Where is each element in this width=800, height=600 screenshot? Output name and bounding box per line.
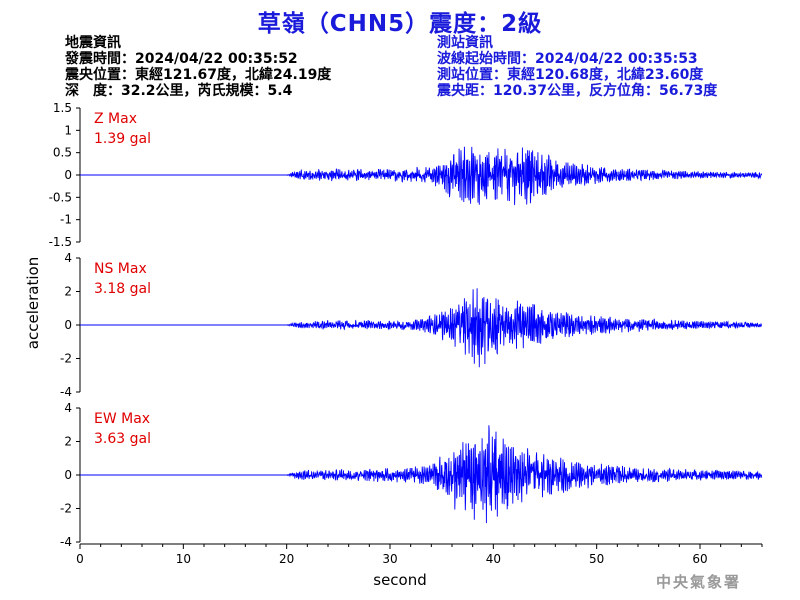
y-axis-title: acceleration [24,257,42,349]
ew-trace [80,425,763,524]
ew-y-tick-label: 4 [64,401,72,415]
ns-y-tick-label: 0 [64,318,72,332]
ns-y-tick-label: 2 [64,285,72,299]
quake-info-block: 地震資訊 發震時間：2024/04/22 00:35:52 震央位置：東經121… [65,35,331,99]
ns-max-value: 3.18 gal [94,281,151,297]
quake-depth-magnitude: 深 度：32.2公里，芮氏規模：5.4 [65,83,293,99]
chart-title: 草嶺（CHN5）震度：2級 [257,11,543,37]
x-tick-label: 50 [589,552,604,566]
ew-y-tick-label: -2 [60,502,72,516]
agency-credit: 中央氣象署 [656,573,742,591]
station-info-block: 測站資訊 波線起始時間：2024/04/22 00:35:53 測站位置：東經1… [437,35,717,99]
z-y-tick-label: 1.5 [53,101,72,115]
x-tick-label: 0 [76,552,84,566]
ns-y-tick-label: -2 [60,352,72,366]
x-tick-label: 40 [486,552,501,566]
ew-y-tick-label: 0 [64,468,72,482]
ns-y-tick-label: 4 [64,251,72,265]
station-location: 測站位置：東經120.68度，北緯23.60度 [437,67,704,83]
quake-info-heading: 地震資訊 [65,35,121,51]
x-tick-label: 20 [279,552,294,566]
ns-y-tick-label: -4 [60,385,72,399]
quake-origin-time: 發震時間：2024/04/22 00:35:52 [65,51,298,67]
ns-max-label: NS Max [94,261,147,277]
z-max-value: 1.39 gal [94,131,151,147]
ew-max-value: 3.63 gal [94,431,151,447]
z-y-tick-label: 0.5 [53,146,72,160]
ns-trace [80,288,762,368]
ew-max-label: EW Max [94,411,150,427]
x-tick-label: 30 [382,552,397,566]
z-trace [80,146,763,206]
z-max-label: Z Max [94,111,137,127]
x-tick-label: 60 [692,552,707,566]
z-y-tick-label: 1 [64,123,72,137]
ew-y-tick-label: 2 [64,435,72,449]
z-y-tick-label: -0.5 [49,190,72,204]
z-y-tick-label: -1.5 [49,235,72,249]
station-start-time: 波線起始時間：2024/04/22 00:35:53 [437,51,698,67]
station-info-heading: 測站資訊 [437,35,493,51]
x-tick-label: 10 [176,552,191,566]
station-distance: 震央距：120.37公里，反方位角：56.73度 [437,83,718,99]
ew-y-tick-label: -4 [60,535,72,549]
quake-epicenter: 震央位置：東經121.67度，北緯24.19度 [65,67,332,83]
z-y-tick-label: 0 [64,168,72,182]
z-y-tick-label: -1 [60,213,72,227]
x-axis-title: second [373,571,427,589]
